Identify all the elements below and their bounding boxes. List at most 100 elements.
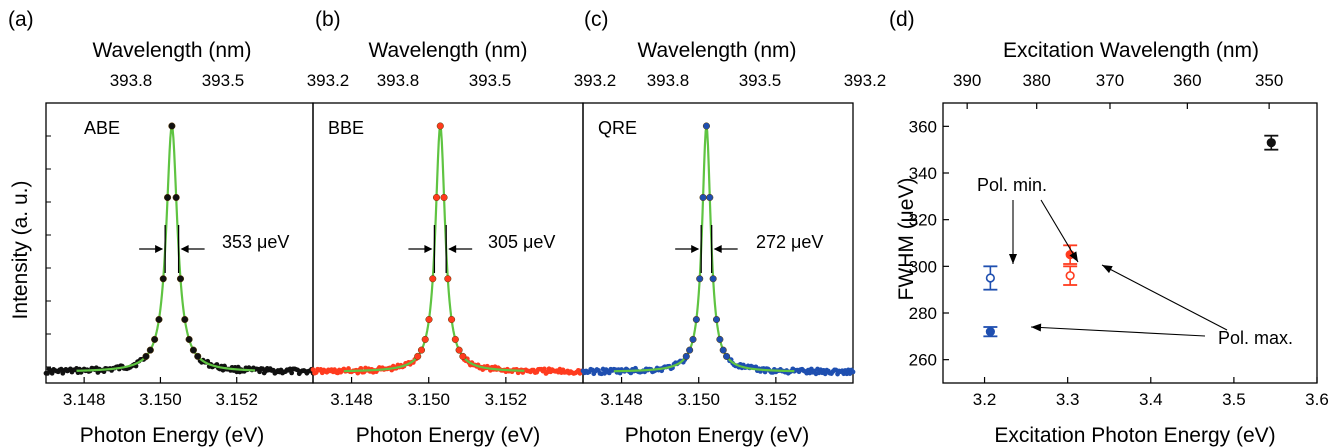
peak-point-abe bbox=[181, 315, 189, 324]
x-tick-label-fwhm: 3.5 bbox=[1222, 390, 1246, 409]
peak-point-bbe bbox=[432, 193, 441, 202]
fwhm-arrowhead-left-bbe bbox=[424, 245, 433, 253]
top-tick-label-fwhm: 390 bbox=[953, 71, 981, 90]
y-axis-title-fwhm: FWHM (μeV) bbox=[895, 178, 918, 301]
x-tick-label-abe: 3.152 bbox=[215, 390, 258, 409]
x-axis-title-c: Photon Energy (eV) bbox=[625, 424, 809, 447]
peak-point-qre bbox=[689, 335, 697, 343]
peak-point-abe bbox=[185, 335, 193, 343]
x-axis-title-b: Photon Energy (eV) bbox=[356, 424, 540, 447]
top-tick-label-qre: 393.2 bbox=[844, 71, 887, 90]
peak-point-abe bbox=[142, 352, 150, 360]
panel-tag-qre: QRE bbox=[598, 118, 637, 138]
panel-label-b: (b) bbox=[315, 8, 341, 31]
top-tick-label-fwhm: 360 bbox=[1173, 71, 1201, 90]
peak-point-abe bbox=[168, 122, 176, 130]
peak-point-qre bbox=[699, 193, 707, 202]
fwhm-label-bbe: 305 μeV bbox=[488, 232, 555, 252]
peak-point-bbe bbox=[417, 346, 426, 354]
peak-point-abe bbox=[164, 193, 172, 202]
peak-point-bbe bbox=[440, 193, 448, 202]
peak-point-bbe bbox=[425, 315, 433, 324]
peak-point-bbe bbox=[448, 315, 456, 324]
top-tick-label-abe: 393.2 bbox=[307, 71, 350, 90]
top-tick-label-bbe: 393.5 bbox=[469, 71, 512, 90]
peak-point-qre bbox=[719, 346, 727, 354]
x-tick-label-abe: 3.150 bbox=[139, 390, 182, 409]
arrow-pol-min-red bbox=[1040, 199, 1079, 263]
panel-tag-abe: ABE bbox=[84, 118, 120, 138]
fwhm-point-2 bbox=[985, 327, 995, 337]
fwhm-label-qre: 272 μeV bbox=[756, 232, 823, 252]
peak-point-bbe bbox=[429, 275, 437, 283]
y-tick-label-fwhm: 320 bbox=[909, 211, 937, 230]
x-tick-label-fwhm: 3.6 bbox=[1305, 390, 1329, 409]
y-tick-label-fwhm: 340 bbox=[909, 164, 937, 183]
annotation-pol-max: Pol. max. bbox=[1218, 328, 1293, 348]
arrow-pol-min-blue-head bbox=[1009, 254, 1017, 264]
top-tick-label-bbe: 393.2 bbox=[574, 71, 617, 90]
x-tick-label-bbe: 3.152 bbox=[485, 390, 528, 409]
peak-point-abe bbox=[146, 346, 154, 354]
peak-point-qre bbox=[702, 122, 710, 130]
x-axis-title-d: Excitation Photon Energy (eV) bbox=[994, 424, 1275, 447]
y-tick-label-fwhm: 280 bbox=[909, 304, 937, 323]
fit-curve-qre bbox=[613, 125, 795, 373]
x-axis-title-a: Photon Energy (eV) bbox=[80, 424, 264, 447]
fwhm-arrowhead-left-qre bbox=[691, 245, 700, 253]
panel-tag-bbe: BBE bbox=[328, 118, 364, 138]
y-tick-label-fwhm: 260 bbox=[909, 351, 937, 370]
top-axis-title-b: Wavelength (nm) bbox=[368, 39, 527, 62]
peak-point-qre bbox=[686, 346, 694, 354]
peak-point-abe bbox=[155, 315, 163, 324]
peak-point-qre bbox=[692, 315, 700, 324]
peak-point-qre bbox=[696, 275, 704, 283]
x-tick-label-bbe: 3.150 bbox=[407, 390, 450, 409]
x-tick-label-fwhm: 3.4 bbox=[1139, 390, 1163, 409]
x-tick-label-qre: 3.150 bbox=[677, 390, 720, 409]
panel-label-c: (c) bbox=[584, 8, 609, 31]
fwhm-arrowhead-left-abe bbox=[155, 245, 164, 253]
top-axis-title-d: Excitation Wavelength (nm) bbox=[1003, 39, 1259, 62]
peak-point-abe bbox=[172, 193, 180, 202]
top-axis-title-a: Wavelength (nm) bbox=[92, 39, 251, 62]
peak-point-abe bbox=[194, 352, 202, 360]
peak-point-abe bbox=[176, 275, 185, 283]
y-axis-title-intensity: Intensity (a. u.) bbox=[9, 181, 32, 320]
peak-point-abe bbox=[159, 275, 167, 283]
top-axis-title-c: Wavelength (nm) bbox=[637, 39, 796, 62]
peak-point-qre bbox=[682, 352, 690, 360]
top-tick-label-fwhm: 380 bbox=[1023, 71, 1051, 90]
x-tick-label-fwhm: 3.2 bbox=[973, 390, 997, 409]
peak-point-bbe bbox=[459, 352, 467, 360]
peak-point-qre bbox=[723, 352, 731, 360]
top-tick-label-qre: 393.8 bbox=[647, 71, 690, 90]
peak-point-qre bbox=[709, 275, 717, 283]
arrow-pol-max-red-head bbox=[1102, 265, 1113, 274]
peak-point-bbe bbox=[451, 335, 459, 343]
y-tick-label-fwhm: 300 bbox=[909, 257, 937, 276]
fwhm-point-0 bbox=[1266, 138, 1276, 148]
peak-point-bbe bbox=[436, 122, 444, 130]
arrow-pol-max-red bbox=[1101, 264, 1228, 331]
peak-point-qre bbox=[716, 335, 724, 343]
baseline-point-abe bbox=[289, 370, 295, 376]
x-tick-label-abe: 3.148 bbox=[63, 390, 106, 409]
top-tick-label-qre: 393.5 bbox=[739, 71, 782, 90]
panel-label-a: (a) bbox=[8, 8, 34, 31]
arrow-pol-max-blue bbox=[1030, 326, 1206, 337]
fwhm-arrowhead-right-qre bbox=[713, 245, 722, 253]
fwhm-arrowhead-right-bbe bbox=[448, 245, 457, 253]
fwhm-point-1 bbox=[985, 273, 995, 283]
plot-frame-fwhm bbox=[942, 102, 1318, 384]
panel-label-d: (d) bbox=[889, 8, 915, 31]
peak-point-qre bbox=[712, 315, 721, 324]
annotation-pol-min: Pol. min. bbox=[977, 175, 1047, 195]
peak-point-bbe bbox=[444, 275, 452, 283]
top-tick-label-abe: 393.8 bbox=[110, 71, 153, 90]
fwhm-label-abe: 353 μeV bbox=[222, 232, 289, 252]
arrow-pol-max-blue-head bbox=[1031, 323, 1042, 332]
baseline-point-bbe bbox=[542, 366, 547, 372]
baseline-point-qre bbox=[850, 369, 856, 375]
